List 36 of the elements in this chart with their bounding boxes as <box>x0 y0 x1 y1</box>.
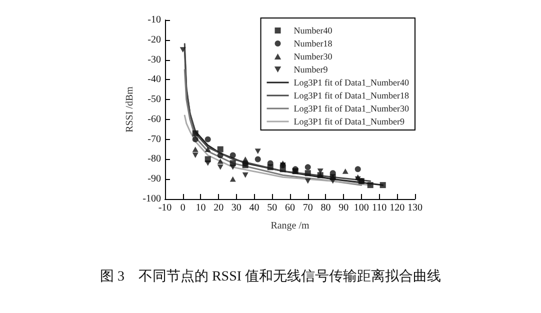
y-tick-label: -90 <box>148 174 161 185</box>
legend-label: Number40 <box>294 26 333 36</box>
y-tick-label: -30 <box>148 54 161 66</box>
x-tick-label: 70 <box>302 202 313 214</box>
y-tick-label: -100 <box>142 194 161 204</box>
x-tick-label: 0 <box>180 202 186 214</box>
y-tick-label: -80 <box>148 154 161 165</box>
x-tick-label: 100 <box>354 202 369 214</box>
x-tick-label: 120 <box>390 202 405 214</box>
x-tick-label: 110 <box>372 202 387 214</box>
y-tick-label: -10 <box>148 14 161 26</box>
legend-label: Log3P1 fit of Data1_Number40 <box>294 78 410 88</box>
legend-label: Log3P1 fit of Data1_Number9 <box>294 116 405 126</box>
y-tick-label: -60 <box>148 114 161 125</box>
legend-label: Log3P1 fit of Data1_Number18 <box>294 90 410 100</box>
legend-label: Number9 <box>294 64 328 74</box>
y-tick-label: -70 <box>148 134 161 145</box>
y-tick-label: -50 <box>148 94 161 106</box>
legend-label: Log3P1 fit of Data1_Number30 <box>294 104 410 114</box>
x-tick-label: 30 <box>231 202 242 214</box>
x-tick-label: -10 <box>158 202 172 214</box>
x-tick-label: 10 <box>196 202 206 214</box>
y-tick-label: -20 <box>148 34 161 46</box>
x-tick-label: 60 <box>285 202 295 214</box>
caption: 图 3 不同节点的 RSSI 值和无线信号传输距离拟合曲线 <box>100 268 442 284</box>
x-tick-label: 80 <box>320 202 331 214</box>
x-tick-label: 130 <box>408 202 422 214</box>
x-tick-label: 40 <box>249 202 260 214</box>
x-axis-title: Range /m <box>270 220 310 232</box>
x-tick-label: 50 <box>267 202 278 214</box>
y-axis-title: RSSI /dBm <box>124 86 136 132</box>
y-tick-label: -40 <box>148 74 161 86</box>
x-tick-label: 20 <box>214 202 224 214</box>
legend-label: Number30 <box>294 52 333 62</box>
x-tick-label: 90 <box>338 202 349 214</box>
legend-label: Number18 <box>294 38 333 48</box>
